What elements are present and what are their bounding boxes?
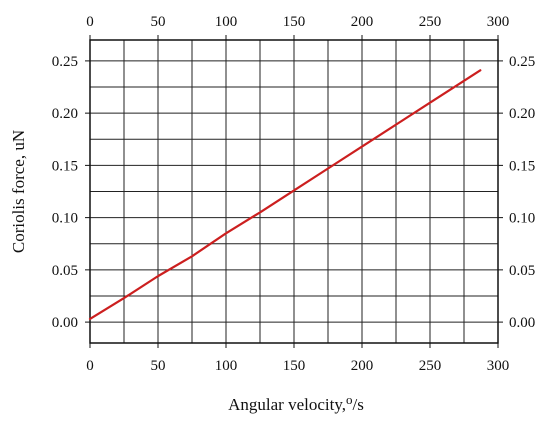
- x-tick-label-top: 300: [487, 14, 510, 30]
- x-tick-label-bottom: 100: [215, 358, 238, 374]
- x-tick-label-top: 150: [283, 14, 306, 30]
- y-tick-label-left: 0.10: [52, 211, 78, 227]
- x-tick-label-top: 200: [351, 14, 374, 30]
- x-axis-title: Angular velocity,o/s: [228, 392, 364, 414]
- y-tick-label-right: 0.15: [509, 158, 535, 174]
- y-axis-title: Coriolis force, uN: [9, 130, 28, 253]
- y-tick-label-right: 0.05: [509, 263, 535, 279]
- tick-labels: 0 0 50 50 100 100 150 150 200 200 250 250 300 300 0.00…: [52, 14, 536, 374]
- x-axis-title-unit-tail: /s: [353, 395, 364, 414]
- y-tick-label-left: 0.20: [52, 106, 78, 122]
- x-tick-label-bottom: 250: [419, 358, 442, 374]
- x-tick-label-bottom: 300: [487, 358, 510, 374]
- y-tick-label-right: 0.25: [509, 54, 535, 70]
- grid-lines: [85, 35, 503, 348]
- x-tick-label-bottom: 150: [283, 358, 306, 374]
- x-tick-label-top: 250: [419, 14, 442, 30]
- x-axis-title-unit-sup: o: [346, 392, 353, 407]
- x-tick-label-bottom: 200: [351, 358, 374, 374]
- y-tick-label-right: 0.20: [509, 106, 535, 122]
- x-tick-label-top: 50: [151, 14, 166, 30]
- y-tick-label-right: 0.00: [509, 315, 535, 331]
- x-tick-label-top: 100: [215, 14, 238, 30]
- x-tick-label-top: 0: [86, 14, 94, 30]
- y-tick-label-left: 0.05: [52, 263, 78, 279]
- y-tick-label-left: 0.25: [52, 54, 78, 70]
- y-tick-label-left: 0.00: [52, 315, 78, 331]
- y-tick-label-left: 0.15: [52, 158, 78, 174]
- series-layer: [88, 69, 482, 321]
- y-tick-label-right: 0.10: [509, 211, 535, 227]
- x-axis-title-main: Angular velocity,: [228, 395, 346, 414]
- series-line-0: [88, 69, 482, 321]
- plot-frame: [89, 39, 499, 344]
- x-tick-label-bottom: 0: [86, 358, 94, 374]
- x-tick-label-bottom: 50: [151, 358, 166, 374]
